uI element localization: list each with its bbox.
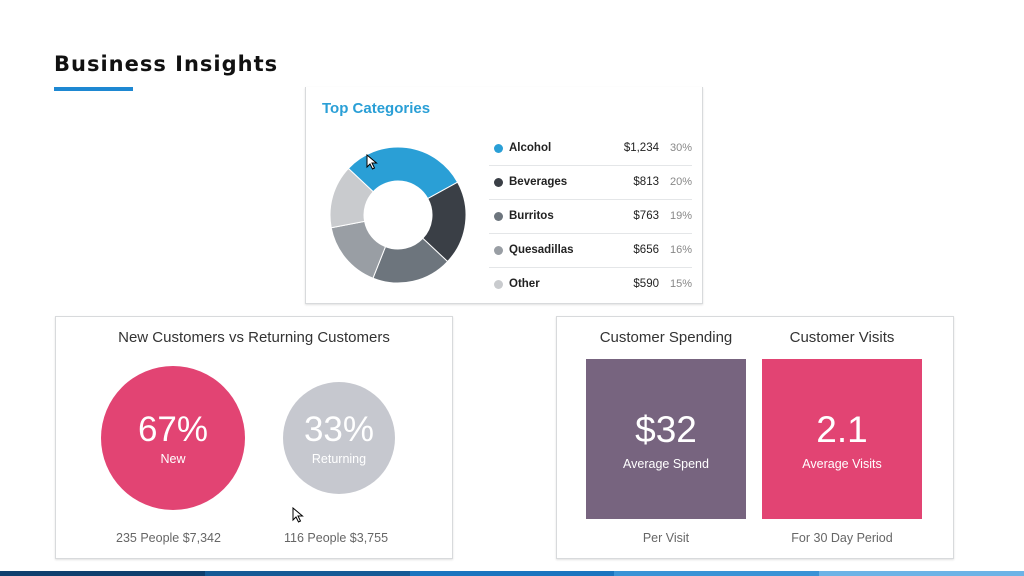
category-amount: $656 [633,244,659,256]
average-visits-label: Average Visits [802,457,882,471]
category-dot-icon [494,178,503,187]
bottom-bar-segment [0,571,205,576]
bottom-bar-segment [204,571,410,576]
average-visits-box: 2.1 Average Visits [762,359,922,519]
average-spend-label: Average Spend [623,457,709,471]
category-dot-icon [494,246,503,255]
category-name: Alcohol [509,142,552,154]
top-categories-card: Top Categories Alcohol $1,234 30% Beverages… [305,87,703,304]
category-dot-icon [494,280,503,289]
new-customers-circle: 67% New [101,366,245,510]
categories-list: Alcohol $1,234 30% Beverages $813 20% Burritos… [489,132,692,302]
category-row: Quesadillas $656 16% [489,234,692,268]
average-visits-value: 2.1 [816,409,868,450]
category-row: Alcohol $1,234 30% [489,132,692,166]
bottom-bar-segment [614,571,820,576]
customer-visits-title: Customer Visits [789,329,895,346]
category-dot-icon [494,212,503,221]
category-amount: $763 [633,210,659,222]
mouse-cursor-icon [366,154,378,170]
category-amount: $1,234 [623,142,659,154]
returning-customers-footer: 116 People $3,755 [284,531,389,545]
category-name: Burritos [509,210,554,222]
page-title: Business Insights [54,52,279,76]
new-customers-footer: 235 People $7,342 [116,531,221,545]
bottom-bar-segment [819,571,1024,576]
customer-spending-title: Customer Spending [599,329,733,346]
category-amount: $590 [633,278,659,290]
new-vs-returning-card: New Customers vs Returning Customers 67%… [55,316,453,559]
category-percent: 20% [669,176,692,188]
mouse-cursor-icon [292,507,304,523]
average-spend-box: $32 Average Spend [586,359,746,519]
returning-customers-circle: 33% Returning [283,382,395,494]
new-customers-percent: 67% [137,410,209,449]
top-categories-title: Top Categories [322,100,431,117]
category-percent: 30% [669,142,692,154]
returning-customers-label: Returning [311,452,367,466]
category-name: Quesadillas [509,244,574,256]
bottom-bar-segment [409,571,615,576]
donut-slice-other [329,167,374,229]
category-row: Beverages $813 20% [489,166,692,200]
new-customers-label: New [160,452,186,466]
donut-slice-alcohol [347,146,459,200]
average-spend-value: $32 [635,409,697,450]
category-name: Other [509,278,540,290]
spending-footer: Per Visit [642,531,690,545]
returning-customers-percent: 33% [303,410,375,449]
category-percent: 16% [669,244,692,256]
new-vs-returning-title: New Customers vs Returning Customers [118,329,390,346]
visits-footer: For 30 Day Period [791,531,893,545]
categories-donut-chart [329,146,467,284]
category-percent: 19% [669,210,692,222]
category-amount: $813 [633,176,659,188]
category-name: Beverages [509,176,568,188]
category-row: Other $590 15% [489,268,692,302]
category-row: Burritos $763 19% [489,200,692,234]
bottom-color-bar [0,571,1024,576]
category-percent: 15% [669,278,692,290]
spending-visits-card: Customer Spending Customer Visits $32 Av… [556,316,954,559]
category-dot-icon [494,144,503,153]
title-underline [54,87,133,91]
